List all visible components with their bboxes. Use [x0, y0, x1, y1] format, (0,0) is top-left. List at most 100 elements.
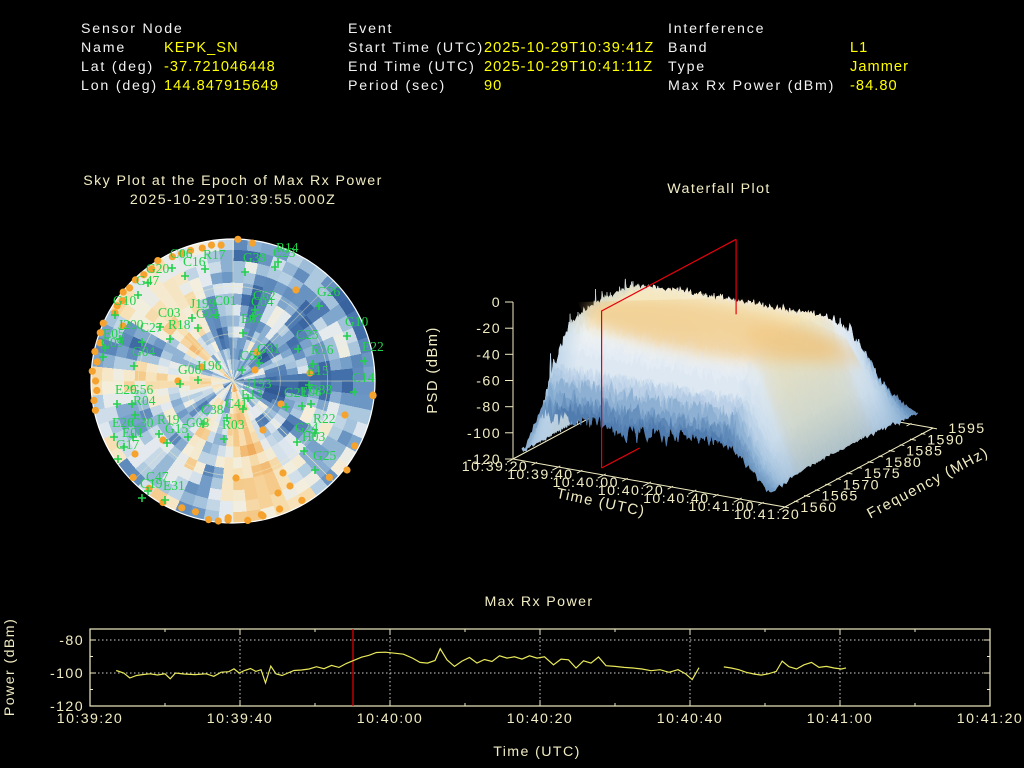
svg-text:E22: E22	[362, 339, 384, 354]
svg-text:1590: 1590	[927, 432, 964, 448]
svg-text:10:40:00: 10:40:00	[552, 475, 618, 491]
svg-text:PSD (dBm): PSD (dBm)	[425, 326, 441, 413]
svg-text:-80: -80	[59, 633, 84, 649]
svg-text:E15: E15	[307, 363, 329, 378]
svg-text:2025-10-29T10:39:55.000Z: 2025-10-29T10:39:55.000Z	[130, 192, 336, 208]
svg-text:Waterfall Plot: Waterfall Plot	[667, 181, 770, 197]
svg-text:-84.80: -84.80	[850, 78, 898, 94]
svg-text:C27: C27	[140, 320, 163, 335]
svg-text:E31: E31	[163, 478, 185, 493]
svg-text:R14: R14	[276, 240, 299, 255]
svg-text:C41: C41	[225, 396, 248, 411]
svg-text:E13: E13	[241, 387, 263, 402]
svg-text:10:39:40: 10:39:40	[207, 711, 273, 727]
svg-text:10:39:20: 10:39:20	[462, 459, 528, 475]
svg-text:G08: G08	[186, 415, 209, 430]
svg-text:Start Time (UTC): Start Time (UTC)	[348, 40, 484, 56]
svg-text:G04: G04	[132, 344, 155, 359]
svg-text:End Time (UTC): End Time (UTC)	[348, 59, 476, 75]
svg-text:-40: -40	[476, 347, 501, 363]
svg-text:E29: E29	[115, 382, 137, 397]
svg-text:C09: C09	[101, 335, 124, 350]
svg-text:G17: G17	[116, 437, 139, 452]
svg-text:C19: C19	[140, 476, 163, 491]
svg-text:C38: C38	[201, 402, 224, 417]
svg-text:E26: E26	[112, 415, 134, 430]
svg-text:G10: G10	[113, 293, 136, 308]
svg-text:C62: C62	[253, 288, 276, 303]
svg-text:10:40:00: 10:40:00	[357, 711, 423, 727]
svg-text:R19: R19	[157, 412, 180, 427]
svg-text:-100: -100	[467, 426, 501, 442]
svg-text:G20: G20	[146, 261, 169, 276]
svg-text:10:41:00: 10:41:00	[688, 499, 754, 515]
svg-text:Lat (deg): Lat (deg)	[81, 59, 154, 75]
svg-text:L1: L1	[850, 40, 868, 56]
svg-text:Period (sec): Period (sec)	[348, 78, 446, 94]
svg-text:2025-10-29T10:39:41Z: 2025-10-29T10:39:41Z	[484, 40, 654, 56]
svg-text:G02: G02	[196, 306, 219, 321]
svg-text:Type: Type	[668, 59, 706, 75]
svg-text:C14: C14	[352, 370, 375, 385]
svg-text:1570: 1570	[843, 477, 880, 493]
svg-text:C23: C23	[273, 245, 296, 260]
svg-text:E05: E05	[103, 326, 125, 341]
svg-text:R17: R17	[203, 247, 226, 262]
svg-text:R22: R22	[313, 411, 336, 426]
svg-text:C25: C25	[296, 327, 319, 342]
svg-text:1575: 1575	[864, 466, 901, 482]
svg-text:E08: E08	[300, 384, 322, 399]
svg-text:G56: G56	[130, 382, 153, 397]
svg-text:G21: G21	[284, 385, 307, 400]
svg-text:G26: G26	[317, 284, 340, 299]
svg-text:Interference: Interference	[668, 21, 765, 37]
svg-text:-100: -100	[50, 666, 84, 682]
svg-text:-37.721046448: -37.721046448	[164, 59, 276, 75]
svg-text:1580: 1580	[885, 455, 922, 471]
svg-text:Name: Name	[81, 40, 126, 56]
svg-text:C47: C47	[146, 469, 169, 484]
svg-text:C58: C58	[240, 348, 263, 363]
svg-text:Power (dBm): Power (dBm)	[2, 618, 18, 716]
svg-text:R04: R04	[133, 393, 156, 408]
svg-text:R16: R16	[311, 342, 334, 357]
svg-text:J193: J193	[246, 376, 272, 391]
svg-text:10:41:20: 10:41:20	[734, 507, 800, 523]
svg-text:Lon (deg): Lon (deg)	[81, 78, 158, 94]
svg-text:1560: 1560	[800, 500, 837, 516]
svg-text:G47: G47	[136, 273, 159, 288]
svg-text:Jammer: Jammer	[850, 59, 909, 75]
svg-text:J199: J199	[190, 296, 216, 311]
svg-text:10:39:40: 10:39:40	[507, 467, 573, 483]
svg-text:G10: G10	[345, 314, 368, 329]
svg-text:C03: C03	[158, 305, 181, 320]
svg-text:C06: C06	[170, 246, 193, 261]
svg-text:1595: 1595	[948, 421, 985, 437]
svg-text:G15: G15	[165, 421, 188, 436]
svg-text:H03: H03	[302, 429, 325, 444]
svg-text:G33: G33	[309, 382, 332, 397]
svg-text:Max Rx Power (dBm): Max Rx Power (dBm)	[668, 78, 835, 94]
svg-text:C01: C01	[214, 293, 237, 308]
svg-text:G39: G39	[243, 250, 266, 265]
svg-text:G31: G31	[257, 341, 280, 356]
svg-text:2025-10-29T10:41:11Z: 2025-10-29T10:41:11Z	[484, 59, 653, 75]
svg-text:10:41:20: 10:41:20	[957, 711, 1023, 727]
svg-text:J196: J196	[196, 358, 222, 373]
svg-text:KEPK_SN: KEPK_SN	[164, 40, 239, 56]
svg-text:0: 0	[492, 295, 501, 311]
svg-text:Sensor Node: Sensor Node	[81, 21, 184, 37]
svg-text:E07: E07	[241, 311, 263, 326]
svg-text:G25: G25	[313, 448, 336, 463]
svg-text:10:40:20: 10:40:20	[598, 483, 664, 499]
svg-text:144.847915649: 144.847915649	[164, 78, 279, 94]
svg-text:90: 90	[484, 78, 502, 94]
svg-text:G24: G24	[295, 420, 318, 435]
svg-text:Sky Plot at the Epoch of Max R: Sky Plot at the Epoch of Max Rx Power	[83, 173, 382, 189]
svg-text:10:40:40: 10:40:40	[657, 711, 723, 727]
svg-text:R18: R18	[168, 317, 191, 332]
svg-text:Event: Event	[348, 21, 393, 37]
svg-text:C04: C04	[251, 294, 274, 309]
svg-text:-20: -20	[476, 321, 501, 337]
svg-text:10:41:00: 10:41:00	[807, 711, 873, 727]
